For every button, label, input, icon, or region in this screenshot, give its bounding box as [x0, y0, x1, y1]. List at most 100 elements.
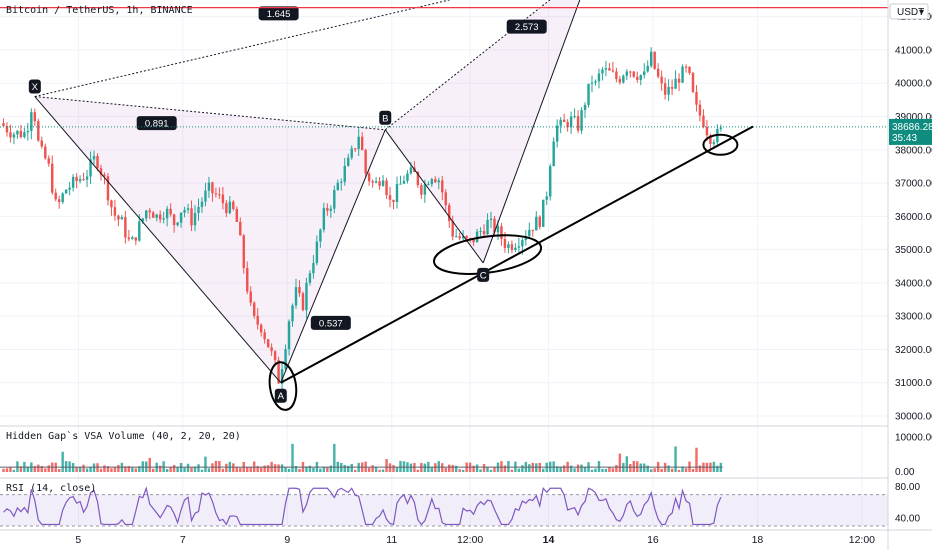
candle-body: [33, 112, 37, 122]
point-badge: [477, 267, 490, 282]
time-tick-label: 5: [75, 534, 81, 546]
volume-bar: [646, 465, 649, 472]
price-tick-label: 32000.00: [895, 345, 932, 356]
volume-bar: [559, 466, 562, 472]
time-tick-label: 11: [386, 534, 397, 546]
candle-body: [649, 51, 653, 66]
volume-bar: [211, 463, 214, 472]
volume-bar: [347, 465, 350, 472]
candle-body: [78, 179, 82, 182]
volume-bar: [594, 468, 597, 472]
candle-body: [350, 148, 353, 158]
time-tick-label: 9: [284, 534, 290, 546]
candle-body: [695, 92, 698, 105]
candle-body: [608, 68, 611, 71]
candle-body: [472, 239, 475, 243]
candle-body: [653, 51, 656, 69]
candle-body: [155, 214, 158, 218]
candle-body: [416, 172, 420, 186]
candle-body: [517, 246, 521, 248]
volume-bar: [9, 467, 12, 472]
volume-bar: [266, 465, 270, 472]
point-badge: [274, 388, 287, 403]
currency-badge[interactable]: USDT ▾: [889, 3, 929, 20]
candle-body: [597, 73, 601, 82]
volume-bar: [388, 463, 392, 472]
volume-bar: [322, 466, 326, 472]
pattern-point-x: X: [28, 79, 41, 94]
volume-bar: [92, 463, 96, 472]
time-tick-label: 12:00: [849, 534, 875, 546]
drawings-layer[interactable]: X A B C 1.645 2.573 0.891 0.537: [0, 0, 888, 412]
candle-body: [580, 110, 583, 131]
candle-body: [395, 183, 399, 203]
candle-body: [636, 76, 639, 80]
candle-body: [75, 176, 78, 182]
candle-body: [475, 231, 479, 243]
candle-body: [569, 116, 573, 128]
volume-bar: [2, 468, 5, 472]
volume-bar: [535, 463, 538, 472]
candle-body: [51, 163, 54, 193]
candle-body: [64, 189, 68, 194]
rsi-tick-label: 40.00: [895, 514, 920, 525]
volume-bar: [200, 469, 204, 472]
volume-bar: [138, 466, 141, 472]
volume-bar: [165, 469, 169, 472]
candle-body: [667, 86, 670, 95]
volume-bar: [207, 468, 211, 472]
candle-body: [583, 104, 587, 111]
last-price-label: 38686.28: [892, 122, 932, 133]
volume-bar: [190, 467, 193, 472]
volume-bar: [625, 456, 629, 472]
volume-bar: [124, 466, 127, 472]
candle-body: [343, 165, 346, 182]
candle-body: [127, 237, 131, 240]
candle-body: [131, 237, 134, 240]
candle-body: [165, 208, 169, 219]
chevron-down-icon: ▾: [919, 7, 924, 18]
candle-body: [249, 291, 252, 303]
candle-body: [176, 222, 179, 226]
candle-body: [482, 231, 486, 235]
candle-body: [183, 209, 186, 213]
candle-body: [117, 215, 120, 220]
candle-body: [333, 190, 336, 209]
candle-body: [312, 263, 315, 274]
volume-bar: [643, 463, 646, 472]
volume-bar: [583, 467, 587, 472]
volume-bar: [475, 464, 479, 472]
candle-body: [19, 130, 23, 138]
candle-body: [110, 200, 113, 208]
last-price-tag: [889, 118, 932, 145]
price-tick-label: 38000.00: [895, 145, 932, 156]
candle-body: [719, 127, 723, 130]
candle-body: [479, 231, 482, 233]
candle-body: [388, 195, 392, 200]
candle-body: [493, 218, 496, 233]
candle-body: [448, 205, 451, 222]
candle-body: [677, 78, 681, 83]
price-tick-label: 40000.00: [895, 79, 932, 90]
candle-body: [256, 315, 259, 325]
volume-tick-label: 0.00: [895, 467, 915, 478]
pattern-leg-xa: [34, 96, 282, 384]
volume-bar: [555, 466, 559, 472]
candle-body: [23, 132, 26, 138]
candle-body: [322, 208, 326, 230]
candle-body: [40, 140, 44, 147]
candlestick-series: [2, 47, 723, 391]
candle-body: [9, 132, 12, 138]
volume-bar: [273, 464, 277, 472]
candle-body: [12, 134, 16, 138]
volume-bar: [367, 467, 371, 472]
candle-body: [315, 241, 319, 264]
point-label: A: [278, 391, 285, 402]
volume-bar: [110, 468, 113, 472]
volume-bar: [597, 461, 601, 472]
candle-body: [232, 201, 235, 210]
volume-bar: [148, 457, 151, 472]
ratio-tag-xb: 0.891: [136, 116, 177, 131]
